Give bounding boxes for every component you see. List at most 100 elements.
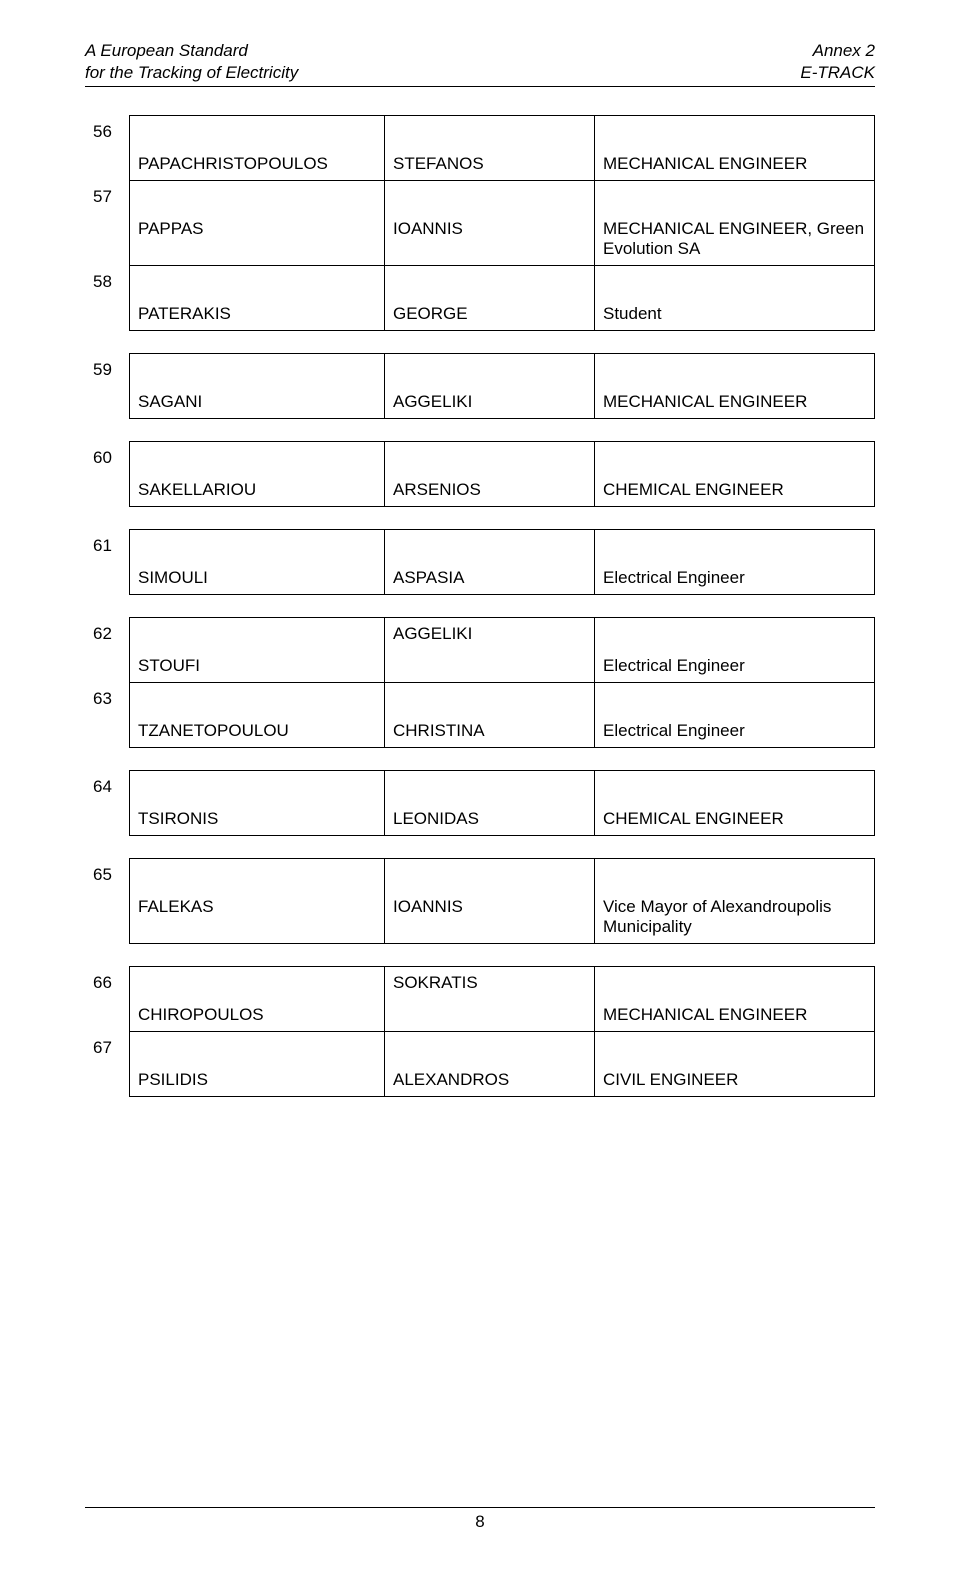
cell-first: AGGELIKI: [385, 386, 595, 419]
table-row: PAPACHRISTOPOULOSSTEFANOSMECHANICAL ENGI…: [85, 148, 875, 181]
row-number: 57: [85, 181, 130, 266]
row-number: 63: [85, 683, 130, 748]
table-row: SAKELLARIOUARSENIOSCHEMICAL ENGINEER: [85, 474, 875, 507]
cell-name: STOUFI: [130, 650, 385, 683]
table-row: TZANETOPOULOUCHRISTINAElectrical Enginee…: [85, 715, 875, 748]
header-right-line1: Annex 2: [800, 40, 875, 62]
table-row: FALEKASIOANNISVice Mayor of Alexandroupo…: [85, 891, 875, 944]
cell-spacer: [385, 442, 595, 475]
cell-name: SAKELLARIOU: [130, 474, 385, 507]
cell-first: CHRISTINA: [385, 715, 595, 748]
cell-role: MECHANICAL ENGINEER: [595, 999, 875, 1032]
cell-spacer: [385, 266, 595, 299]
cell-spacer: [385, 181, 595, 214]
cell-spacer: [130, 859, 385, 892]
table-row: CHIROPOULOS MECHANICAL ENGINEER: [85, 999, 875, 1032]
page: A European Standard for the Tracking of …: [0, 0, 960, 1572]
table-block: 66 SOKRATIS CHIROPOULOSMECHANICAL ENGINE…: [85, 966, 875, 1097]
cell-role: CHEMICAL ENGINEER: [595, 803, 875, 836]
page-header: A European Standard for the Tracking of …: [85, 40, 875, 87]
cell-spacer: [130, 967, 385, 1000]
cell-name: TSIRONIS: [130, 803, 385, 836]
cell-name: SAGANI: [130, 386, 385, 419]
cell-name: PATERAKIS: [130, 298, 385, 331]
row-number: 60: [85, 442, 130, 507]
cell-role: Electrical Engineer: [595, 715, 875, 748]
cell-spacer: [130, 683, 385, 716]
table-block: 64 TSIRONISLEONIDASCHEMICAL ENGINEER: [85, 770, 875, 836]
cell-role: Vice Mayor of Alexandroupolis Municipali…: [595, 891, 875, 944]
cell-spacer: [595, 618, 875, 651]
cell-spacer: [595, 967, 875, 1000]
table-row: STOUFI Electrical Engineer: [85, 650, 875, 683]
cell-role: Electrical Engineer: [595, 562, 875, 595]
cell-spacer: [130, 1032, 385, 1065]
row-number: 66: [85, 967, 130, 1032]
cell-first: IOANNIS: [385, 891, 595, 944]
cell-first: [385, 999, 595, 1032]
cell-spacer: [595, 442, 875, 475]
table-block: 61 SIMOULIASPASIAElectrical Engineer: [85, 529, 875, 595]
cell-spacer: [130, 771, 385, 804]
cell-role: MECHANICAL ENGINEER: [595, 148, 875, 181]
cell-first: ALEXANDROS: [385, 1064, 595, 1097]
cell-spacer: [130, 354, 385, 387]
cell-first: [385, 650, 595, 683]
cell-role: CHEMICAL ENGINEER: [595, 474, 875, 507]
row-number: 62: [85, 618, 130, 683]
header-left-line1: A European Standard: [85, 40, 298, 62]
cell-spacer: [130, 116, 385, 149]
cell-first: ASPASIA: [385, 562, 595, 595]
cell-spacer: [385, 771, 595, 804]
cell-spacer: [385, 683, 595, 716]
header-left: A European Standard for the Tracking of …: [85, 40, 298, 84]
cell-first: LEONIDAS: [385, 803, 595, 836]
row-number: 61: [85, 530, 130, 595]
cell-spacer: [595, 859, 875, 892]
cell-name: PAPPAS: [130, 213, 385, 266]
row-number: 64: [85, 771, 130, 836]
cell-spacer: [130, 530, 385, 563]
cell-first: IOANNIS: [385, 213, 595, 266]
cell-spacer: [385, 354, 595, 387]
cell-spacer: [595, 181, 875, 214]
row-number: 56: [85, 116, 130, 181]
row-number: 58: [85, 266, 130, 331]
cell-spacer: [130, 266, 385, 299]
cell-role: Electrical Engineer: [595, 650, 875, 683]
cell-spacer: [595, 771, 875, 804]
table-block: 60 SAKELLARIOUARSENIOSCHEMICAL ENGINEER: [85, 441, 875, 507]
cell-role: MECHANICAL ENGINEER, Green Evolution SA: [595, 213, 875, 266]
cell-spacer: [385, 1032, 595, 1065]
table-block: 59 SAGANIAGGELIKIMECHANICAL ENGINEER: [85, 353, 875, 419]
table-row: TSIRONISLEONIDASCHEMICAL ENGINEER: [85, 803, 875, 836]
cell-name: TZANETOPOULOU: [130, 715, 385, 748]
cell-spacer: [595, 530, 875, 563]
page-number: 8: [475, 1512, 484, 1531]
header-right-line2: E-TRACK: [800, 62, 875, 84]
cell-first: GEORGE: [385, 298, 595, 331]
cell-name: PSILIDIS: [130, 1064, 385, 1097]
cell-spacer: [595, 1032, 875, 1065]
table-row: PSILIDISALEXANDROSCIVIL ENGINEER: [85, 1064, 875, 1097]
cell-spacer: AGGELIKI: [385, 618, 595, 651]
cell-role: CIVIL ENGINEER: [595, 1064, 875, 1097]
header-right: Annex 2 E-TRACK: [800, 40, 875, 84]
cell-spacer: [130, 442, 385, 475]
cell-name: FALEKAS: [130, 891, 385, 944]
cell-spacer: [130, 181, 385, 214]
tables-container: 56 PAPACHRISTOPOULOSSTEFANOSMECHANICAL E…: [85, 115, 875, 1097]
cell-spacer: [595, 683, 875, 716]
cell-spacer: [595, 354, 875, 387]
cell-spacer: [130, 618, 385, 651]
cell-spacer: [595, 116, 875, 149]
row-number: 65: [85, 859, 130, 944]
table-row: SIMOULIASPASIAElectrical Engineer: [85, 562, 875, 595]
table-row: PAPPASIOANNISMECHANICAL ENGINEER, Green …: [85, 213, 875, 266]
cell-name: CHIROPOULOS: [130, 999, 385, 1032]
cell-name: PAPACHRISTOPOULOS: [130, 148, 385, 181]
page-footer: 8: [0, 1507, 960, 1532]
table-block: 65 FALEKASIOANNISVice Mayor of Alexandro…: [85, 858, 875, 944]
row-number: 59: [85, 354, 130, 419]
row-number: 67: [85, 1032, 130, 1097]
